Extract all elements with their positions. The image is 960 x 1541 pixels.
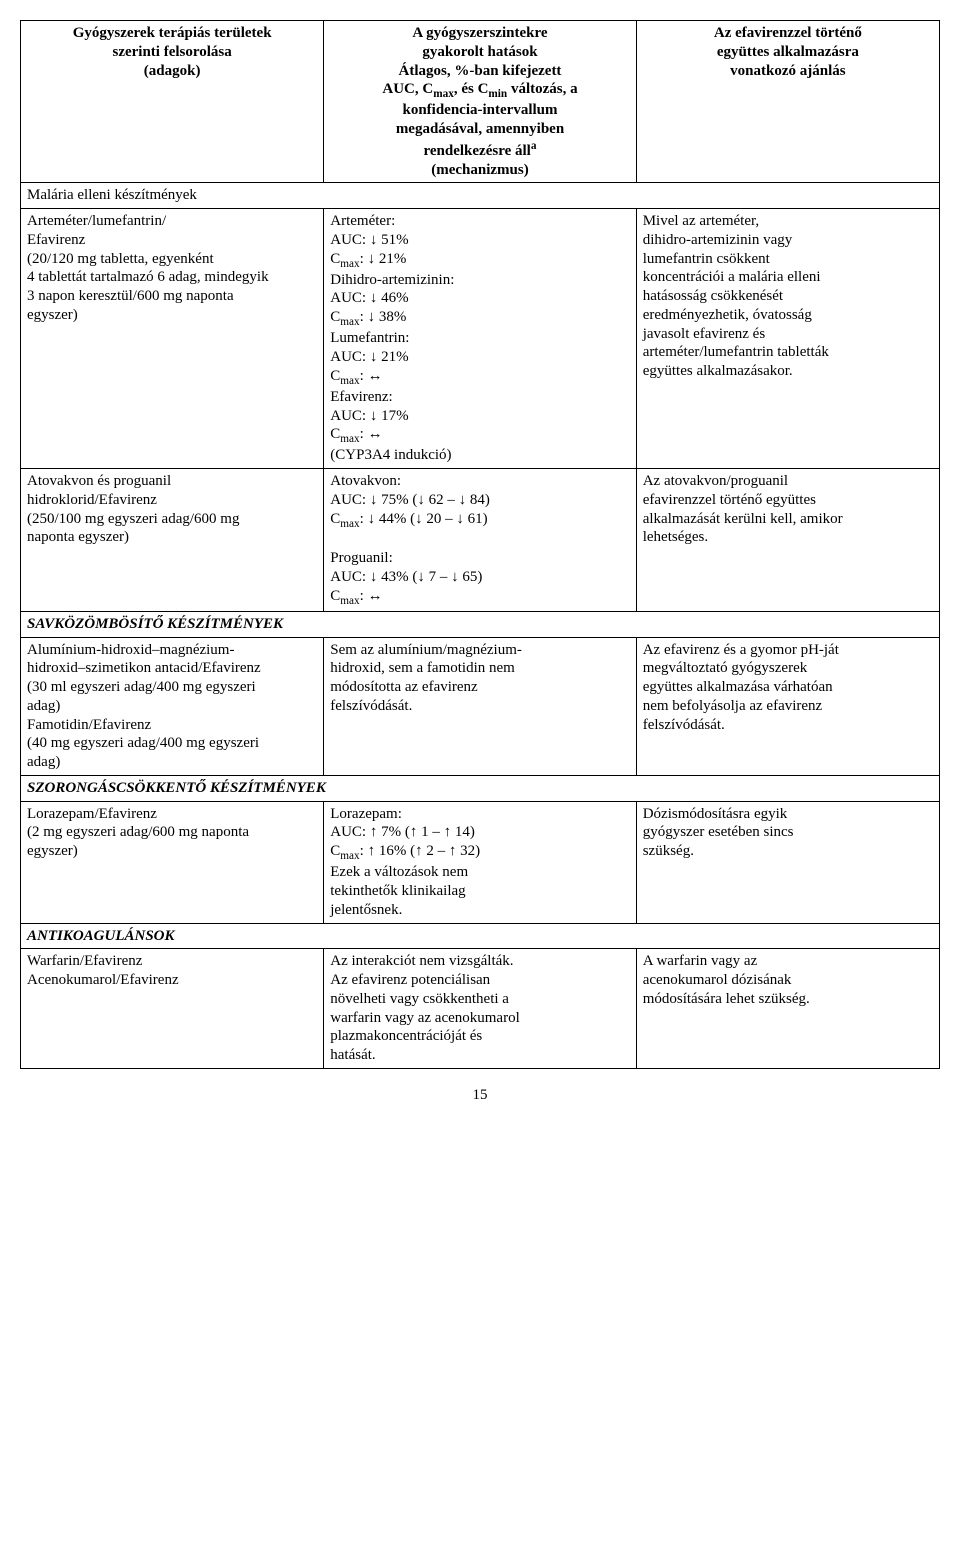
r1c3-text: Mivel az arteméter,dihidro-artemizinin v… — [643, 213, 829, 379]
header-col2-text-d: (mechanizmus) — [431, 162, 529, 178]
section-szorong-text: SZORONGÁSCSÖKKENTŐ KÉSZÍTMÉNYEK — [27, 780, 326, 796]
r1c2: Arteméter:AUC: ↓ 51%Cmax: ↓ 21%Dihidro-a… — [324, 209, 636, 469]
r5c1-text: Warfarin/EfavirenzAcenokumarol/Efavirenz — [27, 953, 179, 988]
r1c2-sub3: max — [340, 375, 359, 387]
header-col2-sup: a — [531, 140, 537, 152]
section-sav-cell: SAVKÖZÖMBÖSÍTŐ KÉSZÍTMÉNYEK — [21, 611, 940, 637]
section-malaria-cell: Malária elleni készítmények — [21, 183, 940, 209]
section-antikoag-text: ANTIKOAGULÁNSOK — [27, 928, 175, 944]
table-row: Arteméter/lumefantrin/Efavirenz(20/120 m… — [21, 209, 940, 469]
page-container: Gyógyszerek terápiás területekszerinti f… — [20, 20, 940, 1104]
r2c3-text: Az atovakvon/proguanilefavirenzzel törté… — [643, 473, 843, 545]
table-header-row: Gyógyszerek terápiás területekszerinti f… — [21, 21, 940, 183]
r2c2-sub2: max — [340, 595, 359, 607]
r2c3: Az atovakvon/proguanilefavirenzzel törté… — [636, 469, 939, 612]
header-col2-sub2: min — [488, 88, 507, 100]
header-col1: Gyógyszerek terápiás területekszerinti f… — [21, 21, 324, 183]
r2c2: Atovakvon:AUC: ↓ 75% (↓ 62 – ↓ 84)Cmax: … — [324, 469, 636, 612]
section-antikoag-row: ANTIKOAGULÁNSOK — [21, 923, 940, 949]
r3c1-text: Alumínium-hidroxid–magnézium-hidroxid–sz… — [27, 642, 261, 771]
r5c3: A warfarin vagy azacenokumarol dózisának… — [636, 949, 939, 1069]
header-col1-text: Gyógyszerek terápiás területekszerinti f… — [73, 25, 272, 79]
r2c2-c: : ↔ — [360, 588, 383, 604]
header-col2-text-b: , és C — [454, 81, 489, 97]
table-row: Alumínium-hidroxid–magnézium-hidroxid–sz… — [21, 637, 940, 775]
r1c2-sub1: max — [340, 258, 359, 270]
section-malaria-row: Malária elleni készítmények — [21, 183, 940, 209]
section-sav-row: SAVKÖZÖMBÖSÍTŐ KÉSZÍTMÉNYEK — [21, 611, 940, 637]
section-szorong-row: SZORONGÁSCSÖKKENTŐ KÉSZÍTMÉNYEK — [21, 775, 940, 801]
r4c1-text: Lorazepam/Efavirenz(2 mg egyszeri adag/6… — [27, 806, 249, 860]
table-row: Lorazepam/Efavirenz(2 mg egyszeri adag/6… — [21, 801, 940, 923]
r5c2: Az interakciót nem vizsgálták.Az efavire… — [324, 949, 636, 1069]
r4c1: Lorazepam/Efavirenz(2 mg egyszeri adag/6… — [21, 801, 324, 923]
r1c2-sub4: max — [340, 433, 359, 445]
r4c3: Dózismódosításra egyikgyógyszer esetében… — [636, 801, 939, 923]
r5c2-text: Az interakciót nem vizsgálták.Az efavire… — [330, 953, 520, 1063]
r4c3-text: Dózismódosításra egyikgyógyszer esetében… — [643, 806, 794, 860]
r2c1: Atovakvon és proguanilhidroklorid/Efavir… — [21, 469, 324, 612]
r3c2: Sem az alumínium/magnézium-hidroxid, sem… — [324, 637, 636, 775]
section-malaria-text: Malária elleni készítmények — [27, 187, 197, 203]
r1c1-text: Arteméter/lumefantrin/Efavirenz(20/120 m… — [27, 213, 269, 323]
header-col3-text: Az efavirenzzel történőegyüttes alkalmaz… — [714, 25, 862, 79]
header-col2-sub1: max — [433, 88, 454, 100]
table-row: Warfarin/EfavirenzAcenokumarol/Efavirenz… — [21, 949, 940, 1069]
table-row: Atovakvon és proguanilhidroklorid/Efavir… — [21, 469, 940, 612]
r3c3: Az efavirenz és a gyomor pH-játmegváltoz… — [636, 637, 939, 775]
r1c3: Mivel az arteméter,dihidro-artemizinin v… — [636, 209, 939, 469]
page-number: 15 — [20, 1087, 940, 1104]
section-antikoag-cell: ANTIKOAGULÁNSOK — [21, 923, 940, 949]
r1c1: Arteméter/lumefantrin/Efavirenz(20/120 m… — [21, 209, 324, 469]
r3c3-text: Az efavirenz és a gyomor pH-játmegváltoz… — [643, 642, 839, 733]
r2c2-sub1: max — [340, 518, 359, 530]
r4c2-sub: max — [340, 850, 359, 862]
r3c2-text: Sem az alumínium/magnézium-hidroxid, sem… — [330, 642, 522, 714]
r5c3-text: A warfarin vagy azacenokumarol dózisának… — [643, 953, 810, 1007]
header-col3: Az efavirenzzel történőegyüttes alkalmaz… — [636, 21, 939, 183]
section-sav-text: SAVKÖZÖMBÖSÍTŐ KÉSZÍTMÉNYEK — [27, 616, 283, 632]
r4c2: Lorazepam:AUC: ↑ 7% (↑ 1 – ↑ 14)Cmax: ↑ … — [324, 801, 636, 923]
r2c1-text: Atovakvon és proguanilhidroklorid/Efavir… — [27, 473, 239, 545]
section-szorong-cell: SZORONGÁSCSÖKKENTŐ KÉSZÍTMÉNYEK — [21, 775, 940, 801]
drug-interaction-table: Gyógyszerek terápiás területekszerinti f… — [20, 20, 940, 1069]
header-col2: A gyógyszerszintekregyakorolt hatásokÁtl… — [324, 21, 636, 183]
r3c1: Alumínium-hidroxid–magnézium-hidroxid–sz… — [21, 637, 324, 775]
r1c2-sub2: max — [340, 316, 359, 328]
r5c1: Warfarin/EfavirenzAcenokumarol/Efavirenz — [21, 949, 324, 1069]
